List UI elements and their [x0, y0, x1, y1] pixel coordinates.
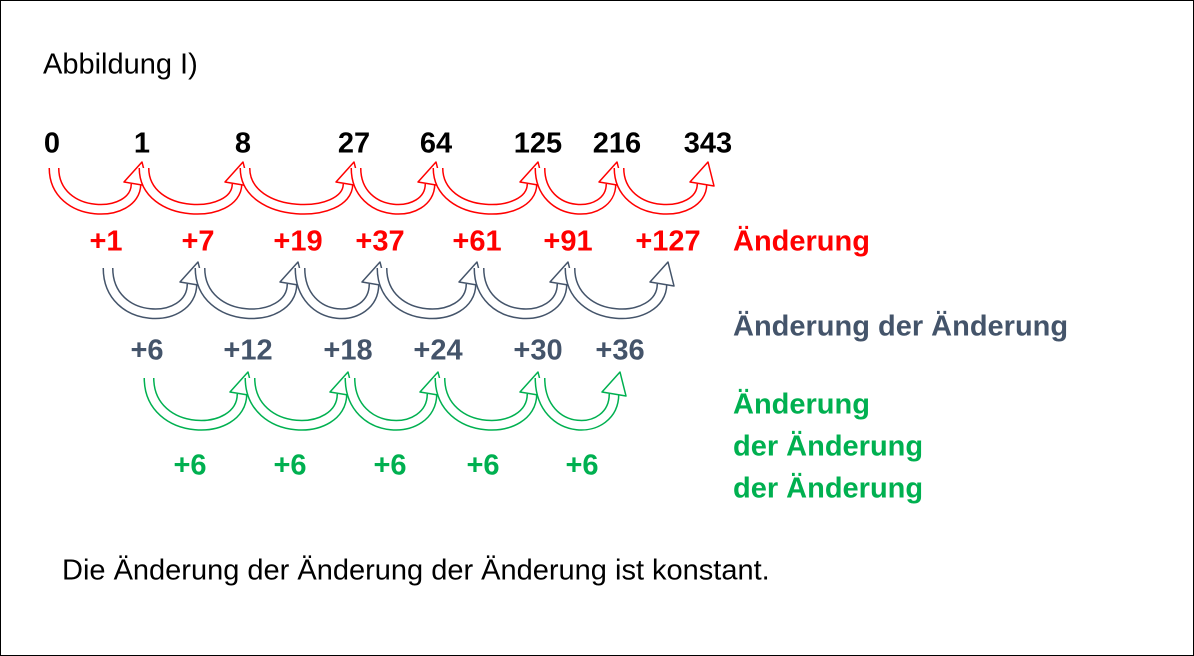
row-value: 64: [420, 128, 452, 160]
arrow-head: [689, 161, 715, 187]
arrow-head: [601, 371, 627, 397]
row-label: Änderung der Änderung: [733, 310, 1068, 343]
row-value: 8: [235, 128, 251, 160]
row-label: Änderung: [733, 225, 870, 258]
row-value: +7: [181, 226, 214, 258]
arrow-body-inner: [536, 377, 618, 430]
arrow-body-inner: [352, 167, 434, 214]
row-value: +36: [595, 335, 644, 367]
row-value: +6: [373, 450, 406, 482]
title: Abbildung I): [43, 49, 198, 81]
row-value: +12: [223, 335, 272, 367]
row-value: +24: [413, 335, 462, 367]
arrow-body-inner: [241, 167, 352, 214]
row-value: +127: [635, 226, 700, 258]
conclusion: Die Änderung der Änderung der Änderung i…: [62, 555, 770, 587]
row-value: 27: [338, 128, 370, 160]
row-value: 125: [514, 128, 562, 160]
row-value: +1: [89, 226, 122, 258]
arrow-body-inner: [378, 267, 475, 318]
arrow-head: [649, 261, 675, 287]
row-value: 0: [44, 128, 60, 160]
row-label: der Änderung: [733, 430, 923, 463]
arrow-body-inner: [50, 167, 140, 214]
row-value: +19: [273, 226, 322, 258]
arrow-body-inner: [615, 167, 706, 214]
row-value: +18: [323, 335, 372, 367]
row-value: +91: [543, 226, 592, 258]
arrow-body-inner: [536, 167, 615, 214]
row-value: +6: [273, 450, 306, 482]
row-label: der Änderung: [733, 472, 923, 505]
arrow-body-inner: [475, 267, 566, 318]
row-value: +6: [173, 450, 206, 482]
row-value: +6: [130, 335, 163, 367]
arrow-body-inner: [104, 267, 196, 318]
arrow-body-inner: [436, 377, 536, 430]
row-value: +37: [355, 226, 404, 258]
row-value: 1: [134, 128, 150, 160]
arrow-body-inner: [296, 267, 378, 318]
arrow-body-inner: [196, 267, 296, 318]
arrow-body-inner: [434, 167, 536, 214]
arrow-body-inner: [140, 167, 241, 214]
row-value: +6: [466, 450, 499, 482]
row-label: Änderung: [733, 388, 870, 421]
row-value: +30: [513, 335, 562, 367]
row-value: +6: [565, 450, 598, 482]
row-value: 343: [684, 128, 732, 160]
arrow-body-inner: [145, 377, 246, 430]
arrow-body-inner: [246, 377, 346, 430]
row-value: 216: [593, 128, 641, 160]
arrow-body-inner: [566, 267, 666, 318]
row-value: +61: [452, 226, 501, 258]
arrows: [48, 161, 715, 431]
arrow-body-inner: [346, 377, 436, 430]
